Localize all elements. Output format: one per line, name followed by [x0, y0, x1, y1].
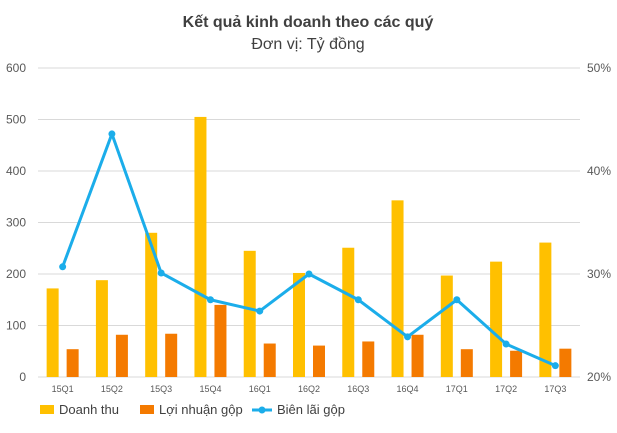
margin-point: [502, 340, 510, 348]
bar-revenue: [342, 247, 355, 377]
left-tick-label: 600: [6, 61, 26, 75]
bar-revenue: [440, 275, 453, 377]
legend-label: Lợi nhuận gộp: [159, 402, 243, 417]
margin-point: [256, 307, 264, 315]
bar-gross-profit: [313, 345, 325, 377]
chart-title: Kết quả kinh doanh theo các quý: [183, 14, 434, 31]
left-tick-label: 200: [6, 267, 26, 281]
legend-swatch: [140, 405, 154, 414]
x-tick-label: 15Q4: [199, 384, 221, 394]
x-tick-label: 16Q1: [249, 384, 271, 394]
right-axis-ticks: 20% 30% 40% 50%: [587, 61, 611, 384]
bar-revenue: [194, 116, 207, 378]
left-tick-label: 300: [6, 216, 26, 230]
right-tick-label: 40%: [587, 164, 611, 178]
margin-point: [551, 362, 559, 370]
x-tick-label: 16Q4: [397, 384, 419, 394]
margin-point: [453, 296, 461, 304]
bars: [46, 116, 572, 378]
margin-line-series: [59, 130, 559, 370]
bar-gross-profit: [263, 343, 276, 377]
margin-point: [206, 296, 214, 304]
left-tick-label: 0: [19, 370, 26, 384]
x-tick-label: 16Q2: [298, 384, 320, 394]
bar-gross-profit: [214, 304, 227, 377]
bar-revenue: [46, 288, 59, 377]
x-tick-label: 17Q2: [495, 384, 517, 394]
bar-revenue: [145, 232, 158, 377]
bar-gross-profit: [115, 334, 128, 377]
bar-gross-profit: [559, 348, 572, 377]
margin-point: [305, 270, 313, 278]
bar-revenue: [490, 261, 503, 377]
margin-point: [404, 333, 412, 341]
bar-revenue: [243, 250, 256, 377]
margin-line: [61, 132, 556, 368]
bar-gross-profit: [165, 333, 178, 377]
bar-gross-profit: [362, 341, 375, 377]
legend: Doanh thu Lợi nhuận gộp Biên lãi gộp: [40, 402, 345, 417]
left-axis-ticks: 0 100 200 300 400 500 600: [6, 61, 26, 384]
bar-gross-profit: [460, 349, 473, 377]
right-tick-label: 30%: [587, 267, 611, 281]
bar-revenue: [539, 242, 552, 377]
bar-revenue: [391, 200, 404, 377]
x-tick-label: 16Q3: [347, 384, 369, 394]
x-tick-label: 15Q1: [52, 384, 74, 394]
margin-point: [59, 263, 67, 271]
x-axis-ticks: 15Q1 15Q2 15Q3 15Q4 16Q1 16Q2 16Q3 16Q4 17Q1 17Q2…: [52, 384, 567, 394]
legend-label: Biên lãi gộp: [277, 402, 345, 417]
legend-label: Doanh thu: [59, 402, 119, 417]
left-tick-label: 100: [6, 319, 26, 333]
bar-revenue: [293, 272, 305, 377]
right-tick-label: 20%: [587, 370, 611, 384]
legend-marker: [258, 406, 266, 414]
margin-point: [354, 296, 362, 304]
left-tick-label: 400: [6, 164, 26, 178]
bar-revenue: [95, 280, 108, 377]
chart-subtitle: Đơn vị: Tỷ đồng: [251, 36, 364, 53]
bar-gross-profit: [510, 350, 523, 377]
legend-swatch: [40, 405, 54, 414]
margin-point: [157, 269, 165, 277]
bar-gross-profit: [411, 334, 424, 377]
x-tick-label: 15Q2: [101, 384, 123, 394]
margin-point: [108, 130, 116, 138]
x-tick-label: 17Q1: [446, 384, 468, 394]
left-tick-label: 500: [6, 113, 26, 127]
bar-gross-profit: [66, 349, 79, 377]
x-tick-label: 15Q3: [150, 384, 172, 394]
right-tick-label: 50%: [587, 61, 611, 75]
x-tick-label: 17Q3: [544, 384, 566, 394]
